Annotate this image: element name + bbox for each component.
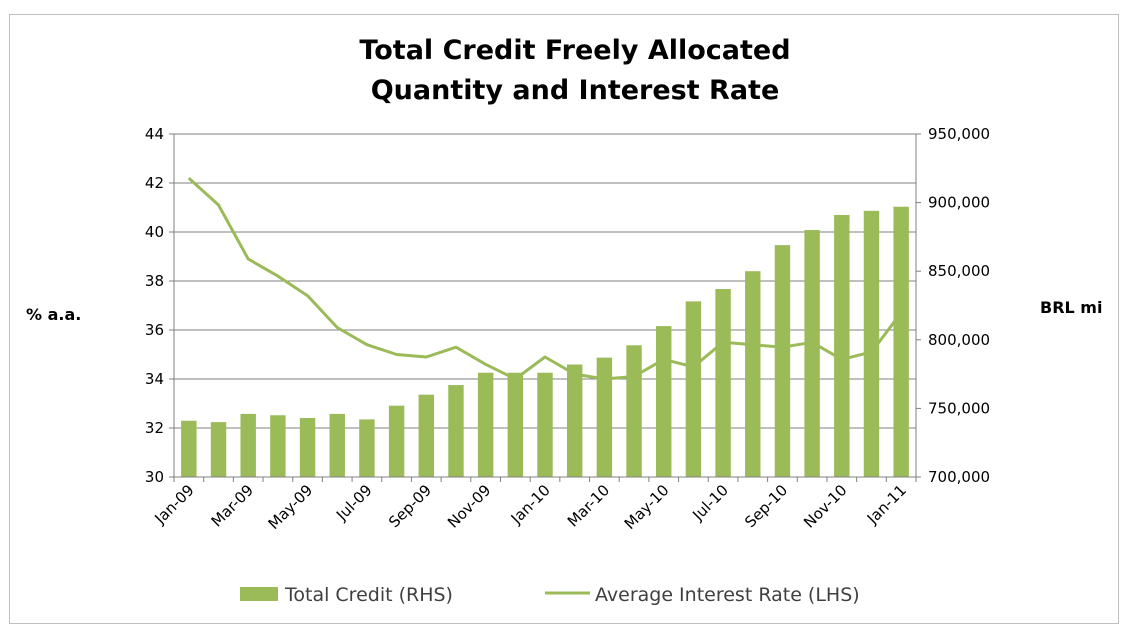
- bar-Oct-09: [448, 385, 463, 477]
- right-axis-ticks: 700,000 750,000 800,000 850,000 900,000 950,0…: [916, 125, 990, 486]
- bar-Nov-09: [478, 373, 493, 477]
- legend-swatch-bar: [240, 587, 278, 601]
- right-tick-label: 750,000: [928, 399, 990, 417]
- x-tick-label: Jan-09: [151, 481, 198, 528]
- left-tick-label: 32: [145, 419, 164, 437]
- left-tick-label: 34: [145, 370, 164, 388]
- bar-Jan-09: [181, 421, 196, 477]
- chart-title-line-2: Quantity and Interest Rate: [371, 75, 780, 106]
- x-tick-label: Mar-09: [208, 481, 257, 530]
- chart-frame: Total Credit Freely Allocated Quantity a…: [9, 14, 1119, 624]
- bar-Jan-11: [893, 207, 908, 477]
- right-tick-label: 850,000: [928, 262, 990, 280]
- x-tick-label: Jan-10: [507, 481, 554, 528]
- bar-Aug-09: [389, 406, 404, 477]
- line-series: [189, 178, 902, 379]
- left-tick-label: 38: [145, 272, 164, 290]
- bar-Mar-09: [240, 414, 255, 477]
- interest-rate-line: [189, 178, 901, 379]
- bar-Sep-09: [419, 395, 434, 477]
- left-axis-label: % a.a.: [26, 305, 81, 324]
- x-tick-label: May-09: [265, 481, 317, 533]
- bar-Jul-10: [715, 289, 730, 477]
- bar-Dec-09: [508, 373, 523, 477]
- chart-title: Total Credit Freely Allocated Quantity a…: [359, 35, 790, 106]
- left-tick-label: 36: [145, 321, 164, 339]
- bar-Jun-09: [330, 414, 345, 477]
- bar-May-10: [656, 326, 671, 477]
- bar-Jul-09: [359, 419, 374, 477]
- bar-Nov-10: [834, 215, 849, 477]
- left-tick-label: 40: [145, 223, 164, 241]
- x-tick-label: Jul-09: [332, 481, 376, 525]
- bar-Mar-10: [597, 358, 612, 477]
- right-axis-label: BRL mi: [1040, 298, 1102, 317]
- legend-label-bar: Total Credit (RHS): [284, 584, 453, 606]
- bar-Oct-10: [804, 230, 819, 477]
- left-tick-label: 42: [145, 174, 164, 192]
- legend: Total Credit (RHS) Average Interest Rate…: [240, 584, 860, 606]
- bar-Apr-09: [270, 415, 285, 477]
- bar-Aug-10: [745, 271, 760, 477]
- left-axis-ticks: 30 32 34 36 38 40 42 44: [145, 125, 174, 486]
- legend-label-line: Average Interest Rate (LHS): [595, 584, 860, 606]
- right-tick-label: 800,000: [928, 331, 990, 349]
- chart: Total Credit Freely Allocated Quantity a…: [10, 15, 1120, 617]
- bar-Feb-10: [567, 364, 582, 477]
- right-tick-label: 900,000: [928, 194, 990, 212]
- x-tick-label: Mar-10: [564, 481, 613, 530]
- bar-Jan-10: [537, 373, 552, 477]
- chart-title-line-1: Total Credit Freely Allocated: [359, 35, 790, 66]
- x-tick-label: Sep-10: [741, 481, 791, 531]
- right-tick-label: 950,000: [928, 125, 990, 143]
- bar-Feb-09: [211, 422, 226, 477]
- bar-Sep-10: [775, 245, 790, 477]
- x-tick-label: Jan-11: [863, 481, 910, 528]
- x-tick-label: May-10: [621, 481, 673, 533]
- right-tick-label: 700,000: [928, 468, 990, 486]
- x-tick-label: Jul-10: [688, 481, 732, 525]
- left-tick-label: 30: [145, 468, 164, 486]
- left-tick-label: 44: [145, 125, 164, 143]
- bar-Jun-10: [686, 301, 701, 477]
- x-tick-label: Nov-10: [800, 481, 850, 531]
- bar-series: [181, 207, 909, 477]
- x-tick-label: Nov-09: [444, 481, 494, 531]
- bar-Apr-10: [626, 345, 641, 477]
- x-tick-label: Sep-09: [385, 481, 435, 531]
- bar-May-09: [300, 418, 315, 477]
